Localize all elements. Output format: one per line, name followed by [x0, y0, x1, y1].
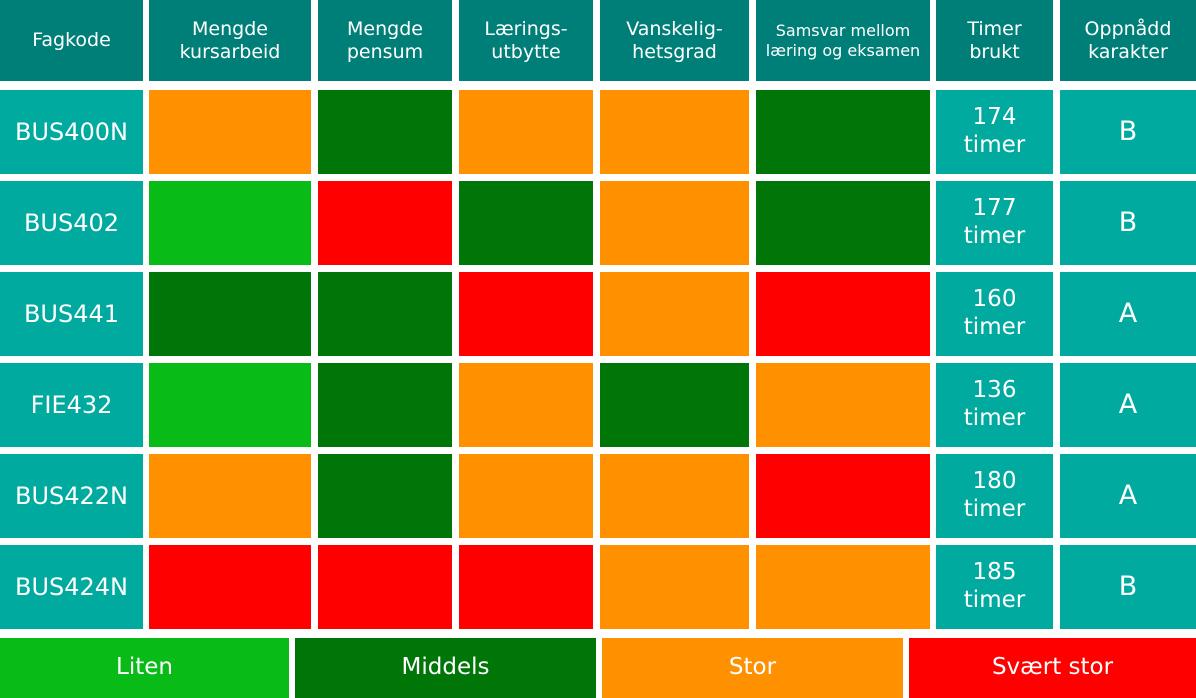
legend-item-text: Liten [116, 654, 173, 681]
header-cell-text: Mengde pensum [346, 17, 424, 63]
header-cell-text: Lærings-utbytte [484, 17, 568, 63]
hours-cell-text: 160 timer [963, 286, 1026, 340]
legend-item-text: Middels [401, 654, 490, 681]
level-cell [600, 454, 749, 538]
course-code: BUS402 [0, 181, 143, 265]
level-cell [756, 454, 930, 538]
level-cell [459, 363, 593, 447]
legend-item-text: Stor [728, 654, 777, 681]
course-code: BUS400N [0, 90, 143, 174]
header-cell: Oppnådd karakter [1060, 0, 1196, 81]
level-cell [459, 454, 593, 538]
level-cell [318, 363, 452, 447]
level-cell [149, 545, 311, 629]
level-cell [756, 272, 930, 356]
grade-cell: A [1060, 363, 1196, 447]
course-code-text: BUS402 [23, 208, 120, 237]
header-cell-text: Samsvar mellom læring og eksamen [765, 21, 921, 60]
level-cell [459, 545, 593, 629]
grade-cell-text: A [1118, 388, 1138, 420]
hours-cell-text: 136 timer [963, 377, 1026, 431]
grade-cell: A [1060, 272, 1196, 356]
header-cell-text: Mengde kursarbeid [179, 17, 281, 63]
level-cell [149, 363, 311, 447]
hours-cell: 185 timer [936, 545, 1053, 629]
grade-cell-text: B [1118, 570, 1138, 602]
legend-item: Svært stor [909, 638, 1196, 698]
course-code-text: BUS441 [23, 299, 120, 328]
grade-cell-text: B [1118, 115, 1138, 147]
header-cell: Samsvar mellom læring og eksamen [756, 0, 930, 81]
header-cell: Lærings-utbytte [459, 0, 593, 81]
level-cell [149, 454, 311, 538]
grade-cell: B [1060, 90, 1196, 174]
course-code-text: FIE432 [30, 390, 113, 419]
hours-cell-text: 177 timer [963, 195, 1026, 249]
level-cell [600, 272, 749, 356]
hours-cell-text: 185 timer [963, 559, 1026, 613]
level-cell [318, 90, 452, 174]
level-cell [459, 90, 593, 174]
header-cell-text: Oppnådd karakter [1084, 17, 1172, 63]
header-cell: Fagkode [0, 0, 143, 81]
header-cell-text: Timer brukt [967, 17, 1022, 63]
hours-cell-text: 180 timer [963, 468, 1026, 522]
legend-item: Middels [295, 638, 596, 698]
grade-cell-text: B [1118, 206, 1138, 238]
header-cell: Timer brukt [936, 0, 1053, 81]
level-cell [318, 545, 452, 629]
hours-cell: 160 timer [936, 272, 1053, 356]
course-code-text: BUS424N [14, 572, 129, 601]
header-cell: Mengde pensum [318, 0, 452, 81]
level-cell [600, 545, 749, 629]
grade-cell-text: A [1118, 479, 1138, 511]
course-code: BUS422N [0, 454, 143, 538]
level-cell [149, 181, 311, 265]
hours-cell: 177 timer [936, 181, 1053, 265]
legend-item: Stor [602, 638, 903, 698]
hours-cell: 174 timer [936, 90, 1053, 174]
header-cell: Mengde kursarbeid [149, 0, 311, 81]
level-cell [756, 90, 930, 174]
level-cell [756, 181, 930, 265]
hours-cell-text: 174 timer [963, 104, 1026, 158]
grade-cell: B [1060, 545, 1196, 629]
hours-cell: 136 timer [936, 363, 1053, 447]
course-code-text: BUS422N [14, 481, 129, 510]
header-cell: Vanskelig-hetsgrad [600, 0, 749, 81]
level-cell [149, 90, 311, 174]
grade-cell-text: A [1118, 297, 1138, 329]
grade-cell: A [1060, 454, 1196, 538]
course-code: BUS424N [0, 545, 143, 629]
hours-cell: 180 timer [936, 454, 1053, 538]
level-cell [756, 545, 930, 629]
header-cell-text: Fagkode [32, 29, 111, 52]
header-cell-text: Vanskelig-hetsgrad [626, 17, 723, 63]
level-cell [318, 181, 452, 265]
level-cell [459, 272, 593, 356]
course-code: BUS441 [0, 272, 143, 356]
legend-item-text: Svært stor [991, 654, 1114, 681]
level-cell [318, 272, 452, 356]
level-cell [459, 181, 593, 265]
level-cell [600, 90, 749, 174]
grade-cell: B [1060, 181, 1196, 265]
level-cell [600, 363, 749, 447]
course-code: FIE432 [0, 363, 143, 447]
level-cell [318, 454, 452, 538]
level-cell [600, 181, 749, 265]
level-cell [149, 272, 311, 356]
course-code-text: BUS400N [14, 117, 129, 146]
legend-item: Liten [0, 638, 289, 698]
level-cell [756, 363, 930, 447]
